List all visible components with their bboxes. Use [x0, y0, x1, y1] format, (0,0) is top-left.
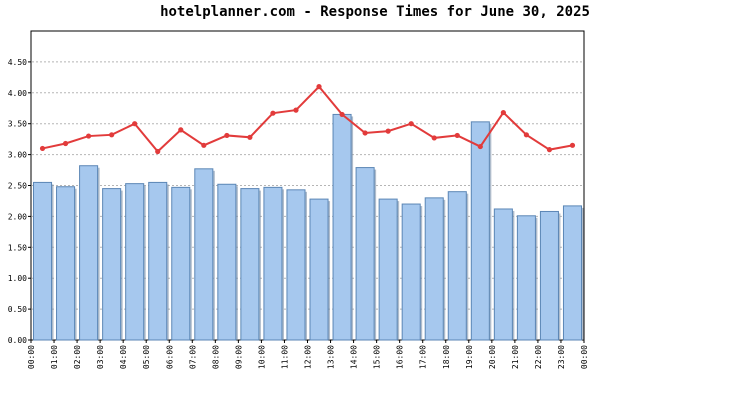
bar	[447, 191, 467, 341]
x-axis-ticks: 00:00 01:00 02:00 03:00 04:00 05:00 06:00 07:00…	[27, 340, 589, 369]
x-tick-label: 01:00	[50, 345, 59, 369]
y-tick-label: 3.50	[8, 120, 27, 129]
line-point	[546, 147, 553, 153]
bar	[539, 210, 559, 341]
x-tick-label: 06:00	[165, 345, 174, 369]
y-tick-label: 4.50	[8, 58, 27, 67]
x-tick-label: 02:00	[73, 345, 82, 369]
bar	[562, 205, 582, 341]
bar	[470, 121, 490, 341]
bar	[493, 208, 513, 341]
bar	[378, 198, 398, 341]
bar	[516, 215, 536, 341]
plot-area	[30, 30, 585, 341]
line-point	[293, 107, 299, 113]
x-tick-label: 22:00	[534, 345, 543, 369]
x-tick-label: 09:00	[234, 345, 243, 369]
line-point	[362, 130, 368, 136]
x-tick-label: 00:00	[27, 345, 36, 369]
line-point	[247, 134, 253, 140]
y-tick-label: 2.50	[8, 182, 27, 191]
x-tick-label: 04:00	[119, 345, 128, 369]
bar	[424, 197, 444, 341]
bar	[309, 198, 329, 341]
bar	[286, 189, 306, 341]
x-tick-label: 17:00	[419, 345, 428, 369]
x-tick-label: 20:00	[488, 345, 497, 369]
bar	[217, 183, 237, 341]
line-point	[178, 127, 184, 133]
bar	[102, 188, 122, 341]
y-tick-label: 0.50	[8, 305, 27, 314]
bar	[332, 113, 352, 341]
line-point	[132, 121, 138, 127]
line-point	[523, 132, 529, 138]
line-point	[316, 84, 322, 90]
line-point	[201, 142, 207, 148]
line-point	[62, 140, 69, 147]
x-tick-label: 16:00	[396, 345, 405, 369]
x-tick-label: 19:00	[465, 345, 474, 369]
bar	[33, 181, 53, 341]
line-point	[39, 145, 46, 152]
bar-layer	[33, 113, 584, 341]
x-tick-label: 23:00	[557, 345, 566, 369]
line-point	[270, 110, 276, 116]
x-tick-label: 05:00	[142, 345, 151, 369]
x-tick-label: 13:00	[327, 345, 336, 369]
bar	[401, 203, 421, 341]
line-point	[339, 111, 345, 118]
y-tick-label: 2.00	[8, 212, 27, 221]
y-tick-label: 0.00	[8, 336, 27, 345]
bar	[263, 186, 283, 341]
x-tick-label: 21:00	[511, 345, 520, 369]
line-point	[477, 143, 483, 150]
bar	[240, 188, 260, 341]
bar	[79, 165, 99, 341]
bar	[194, 168, 214, 341]
line-point	[86, 133, 92, 139]
x-tick-label: 08:00	[211, 345, 220, 369]
x-tick-label: 15:00	[373, 345, 382, 369]
line-point	[569, 142, 576, 148]
x-tick-label: 18:00	[442, 345, 451, 369]
line-point	[408, 121, 414, 127]
line-point	[155, 148, 161, 155]
series-line	[42, 85, 573, 153]
x-tick-label: 07:00	[188, 345, 197, 369]
line-point	[454, 132, 460, 139]
y-tick-label: 1.50	[8, 243, 27, 252]
line-point	[385, 128, 391, 134]
bar	[171, 186, 191, 341]
bar	[148, 181, 168, 341]
x-tick-label: 03:00	[96, 345, 105, 369]
x-tick-label: 00:00	[580, 345, 589, 369]
bar	[56, 186, 76, 341]
y-tick-label: 4.00	[8, 89, 27, 98]
bar	[125, 183, 145, 341]
line-point	[224, 132, 230, 139]
x-tick-label: 14:00	[350, 345, 359, 369]
bar	[355, 167, 375, 341]
line-layer	[39, 84, 576, 155]
y-axis-ticks: 0.00 0.50 1.00 1.50 2.00 2.50 3.00 3.50 4.00 4.50	[8, 58, 31, 345]
line-point	[109, 132, 115, 138]
y-tick-label: 3.00	[8, 151, 27, 160]
x-tick-label: 10:00	[257, 345, 266, 369]
chart-title: hotelplanner.com - Response Times for Ju…	[160, 4, 590, 20]
x-tick-label: 11:00	[280, 345, 289, 369]
y-tick-label: 1.00	[8, 274, 27, 283]
line-point	[431, 135, 437, 141]
line-point	[500, 109, 506, 116]
x-tick-label: 12:00	[304, 345, 313, 369]
